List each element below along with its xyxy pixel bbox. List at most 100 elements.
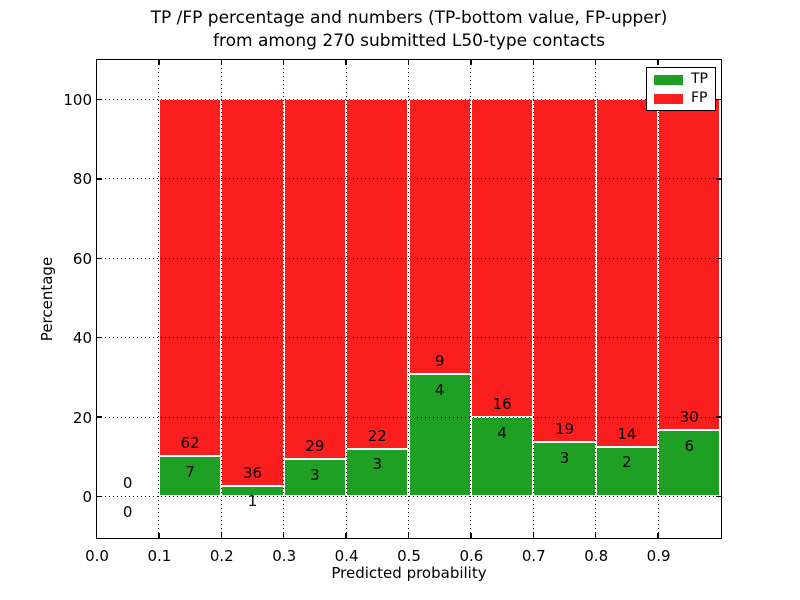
y-tick-mark	[96, 178, 102, 180]
bar-segment-fp	[595, 99, 659, 447]
bar-segment-fp	[658, 99, 721, 431]
x-tick-mark	[407, 59, 410, 65]
x-tick-mark	[345, 59, 347, 65]
y-tick-mark	[715, 98, 721, 101]
legend-item-fp: FP	[654, 91, 708, 106]
y-tick-label: 80	[72, 170, 92, 189]
x-tick-mark	[158, 59, 160, 65]
y-tick-mark	[715, 416, 721, 418]
y-tick-mark	[715, 495, 721, 498]
y-tick-mark	[96, 98, 102, 101]
legend-swatch-tp	[654, 74, 683, 85]
x-tick-mark	[594, 532, 597, 538]
x-tick-mark	[657, 532, 659, 538]
y-tick-label: 40	[72, 329, 92, 348]
chart-title: TP /FP percentage and numbers (TP-bottom…	[97, 7, 721, 53]
y-tick-mark	[715, 178, 721, 180]
x-tick-label: 0.6	[459, 547, 484, 565]
x-tick-mark	[532, 532, 535, 538]
bar-segment-fp	[533, 99, 596, 443]
x-tick-mark	[345, 532, 347, 538]
x-tick-mark	[282, 532, 285, 538]
x-tick-label: 0.2	[209, 547, 234, 565]
y-tick-mark	[96, 416, 102, 418]
tp-count-label: 6	[684, 436, 695, 455]
x-tick-label: 0.0	[85, 547, 109, 565]
grid-line-vertical	[345, 59, 347, 538]
x-tick-label: 0.8	[584, 547, 609, 565]
fp-count-label: 36	[242, 463, 263, 482]
fp-count-label: 0	[122, 474, 133, 493]
tp-count-label: 0	[122, 502, 133, 521]
fp-count-label: 9	[434, 352, 445, 371]
bar-segment-fp	[221, 99, 284, 486]
x-tick-label: 0.1	[147, 547, 172, 565]
tp-count-label: 4	[434, 380, 445, 399]
x-tick-mark	[220, 59, 223, 65]
bar-segment-tp	[658, 430, 721, 497]
grid-line-vertical	[657, 59, 659, 538]
x-tick-mark	[407, 532, 410, 538]
bar-segment-tp	[408, 374, 471, 497]
bar-segment-fp	[408, 99, 471, 375]
grid-line-vertical	[220, 59, 222, 538]
y-tick-mark	[96, 336, 102, 339]
plot-area: 0 0 62 7 36 1 29 3 22 3 9 4 16 4 19 3 14 2 30 6	[95, 58, 722, 539]
tp-count-label: 3	[372, 455, 383, 474]
fp-count-label: 29	[305, 437, 325, 456]
x-tick-mark	[282, 59, 285, 65]
tp-count-label: 2	[622, 453, 632, 472]
fp-count-label: 14	[617, 424, 637, 443]
bar-segment-tp	[283, 459, 347, 497]
x-tick-label: 0.4	[334, 547, 359, 565]
grid-line-vertical	[408, 59, 409, 538]
y-tick-label: 20	[72, 408, 92, 427]
x-axis-label: Predicted probability	[331, 564, 487, 582]
x-tick-mark	[470, 59, 472, 65]
fp-count-label: 22	[367, 426, 387, 445]
grid-line-vertical	[283, 59, 285, 538]
y-tick-mark	[96, 257, 102, 260]
y-tick-mark	[715, 336, 721, 339]
y-tick-label: 0	[82, 487, 92, 506]
grid-line-vertical	[532, 59, 534, 538]
tp-count-label: 3	[559, 448, 570, 467]
bar-segment-tp	[346, 448, 409, 497]
bar-segment-fp	[346, 99, 409, 449]
fp-count-label: 62	[180, 434, 200, 453]
x-tick-mark	[470, 532, 472, 538]
fp-count-label: 30	[679, 408, 699, 427]
bar-segment-tp	[470, 417, 534, 497]
x-tick-label: 0.7	[521, 547, 546, 565]
bar-segment-tp	[533, 442, 596, 497]
y-tick-label: 100	[63, 90, 92, 109]
fp-count-label: 16	[492, 394, 512, 413]
legend-item-label: FP	[691, 90, 708, 106]
x-tick-mark	[594, 59, 597, 65]
tp-count-label: 3	[310, 465, 320, 484]
x-tick-mark	[532, 59, 535, 65]
legend: TP FP	[646, 67, 716, 111]
x-tick-label: 0.5	[397, 547, 421, 565]
x-tick-mark	[220, 532, 223, 538]
grid-line-vertical	[158, 59, 160, 538]
chart-title-line2: from among 270 submitted L50-type contac…	[213, 31, 605, 51]
fp-count-label: 19	[554, 420, 575, 439]
grid-line-vertical	[470, 59, 472, 538]
legend-item-label: TP	[691, 71, 708, 87]
x-tick-label: 0.9	[646, 547, 671, 565]
bar-segment-fp	[158, 99, 222, 457]
tp-count-label: 1	[247, 492, 258, 511]
y-tick-mark	[96, 495, 102, 498]
grid-line-vertical	[595, 59, 597, 538]
bar-segment-tp	[595, 446, 659, 497]
tp-count-label: 4	[497, 423, 507, 442]
x-tick-mark	[158, 532, 160, 538]
y-tick-label: 60	[72, 249, 92, 268]
x-tick-mark	[657, 59, 659, 65]
chart-title-line1: TP /FP percentage and numbers (TP-bottom…	[150, 8, 668, 28]
x-tick-mark	[95, 532, 98, 538]
bar-segment-fp	[283, 99, 347, 460]
legend-swatch-fp	[654, 93, 683, 104]
